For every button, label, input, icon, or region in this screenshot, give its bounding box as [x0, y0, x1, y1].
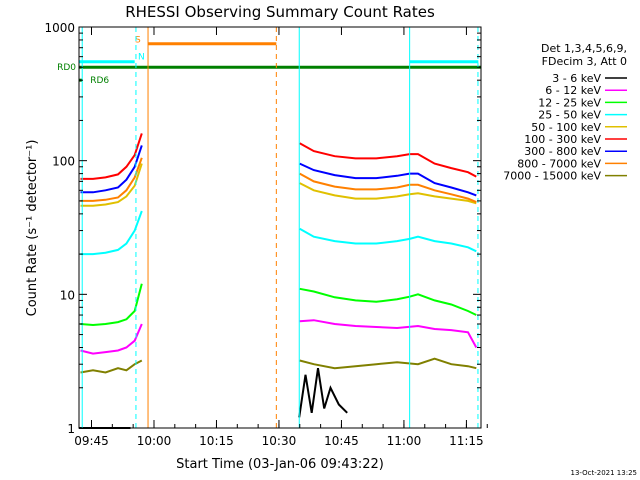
- flag-bars-layer: RD0 RD6 SN: [57, 36, 481, 86]
- vertical-markers-layer: [81, 27, 479, 428]
- series-100-300-kev-segment-2: [299, 142, 477, 178]
- y-axis-label: Count Rate (s⁻¹ detector⁻¹): [25, 140, 40, 317]
- x-tick-label: 10:45: [324, 434, 359, 448]
- series-300-800-kev-segment-1: [80, 145, 143, 194]
- series-50-100-kev-segment-2: [299, 182, 477, 205]
- series-6-12-kev-segment-2: [299, 319, 478, 348]
- x-tick-label: 10:00: [137, 434, 172, 448]
- flag-label-s: S: [135, 36, 141, 46]
- series-3-6-kev-segment-2: [298, 368, 348, 418]
- legend-header-line-1: Det 1,3,4,5,6,9,: [541, 42, 627, 55]
- legend-label-7000-15000-kev: 7000 - 15000 keV: [503, 170, 601, 183]
- legend-label-100-300-kev: 100 - 300 keV: [524, 133, 601, 146]
- legend-label-6-12-kev: 6 - 12 keV: [545, 84, 601, 97]
- x-tick-label: 11:15: [449, 434, 484, 448]
- series-layer: [78, 133, 478, 429]
- legend-header-line-2: FDecim 3, Att 0: [542, 55, 627, 68]
- legend-label-50-100-kev: 50 - 100 keV: [531, 121, 601, 134]
- series-6-12-kev-segment-1: [80, 323, 143, 355]
- legend-label-3-6-kev: 3 - 6 keV: [552, 72, 601, 85]
- series-25-50-kev-segment-1: [80, 210, 143, 256]
- series-12-25-kev-segment-1: [80, 283, 143, 327]
- y-tick-label: 10: [60, 288, 75, 302]
- ticks-layer: 09:45 10:00 10:15 10:30 10:45 11:00 11:15 1 10 10…: [44, 21, 488, 448]
- series-7000-15000-kev-segment-1: [80, 359, 143, 374]
- y-tick-label: 100: [52, 155, 75, 169]
- corner-date: 13-Oct-2021 13:25: [571, 469, 637, 477]
- series-800-7000-kev-segment-2: [299, 172, 477, 204]
- flag-label-rd0: RD0: [57, 63, 76, 73]
- x-tick-label: 10:30: [262, 434, 297, 448]
- y-tick-label: 1: [67, 422, 75, 436]
- series-7000-15000-kev-segment-2: [299, 357, 477, 370]
- legend-label-300-800-kev: 300 - 800 keV: [524, 145, 601, 158]
- flag-label-n: N: [138, 53, 145, 63]
- series-50-100-kev-segment-1: [80, 163, 143, 207]
- series-100-300-kev-segment-1: [80, 133, 143, 180]
- x-axis-label: Start Time (03-Jan-06 09:43:22): [176, 457, 384, 472]
- legend-label-12-25-kev: 12 - 25 keV: [538, 96, 601, 109]
- legend-label-800-7000-kev: 800 - 7000 keV: [517, 157, 601, 170]
- x-tick-label: 11:00: [387, 434, 422, 448]
- y-tick-label: 1000: [44, 21, 75, 35]
- x-tick-label: 10:15: [199, 434, 234, 448]
- legend-label-25-50-kev: 25 - 50 keV: [538, 109, 601, 122]
- series-800-7000-kev-segment-1: [80, 157, 143, 202]
- chart-title: RHESSI Observing Summary Count Rates: [125, 3, 435, 21]
- series-12-25-kev-segment-2: [299, 287, 477, 316]
- flag-label-rd6: RD6: [90, 76, 109, 86]
- series-25-50-kev-segment-2: [299, 227, 477, 253]
- plot-frame: [78, 26, 482, 429]
- series-300-800-kev-segment-2: [299, 162, 477, 197]
- x-tick-label: 09:45: [74, 434, 109, 448]
